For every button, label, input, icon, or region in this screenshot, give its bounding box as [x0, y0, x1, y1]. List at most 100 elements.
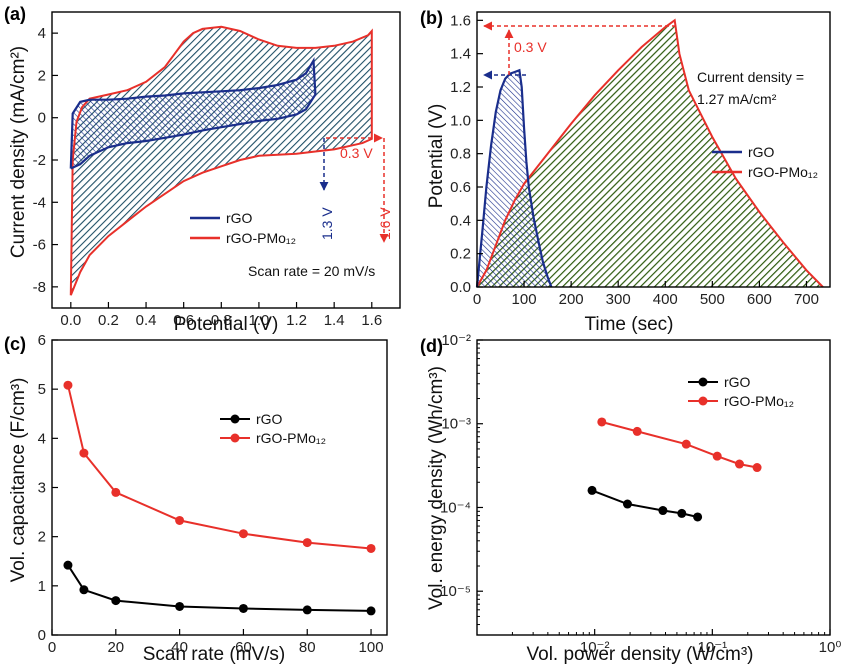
data-point	[658, 506, 668, 516]
x-tick-label: 100	[359, 639, 384, 656]
x-tick-label: 10⁻¹	[698, 639, 728, 656]
data-point	[63, 380, 73, 390]
rgo-gcd-curve	[475, 68, 553, 288]
y-tick-label: 4	[38, 430, 46, 447]
panel-d-frame	[476, 339, 831, 636]
data-point	[79, 585, 89, 595]
legend-c-pmo: rGO-PMo₁₂	[256, 430, 326, 446]
panel-d-xlabel: Vol. power density (W/cm³)	[527, 644, 754, 665]
y-tick-label: 1.0	[450, 112, 471, 129]
data-point	[712, 451, 722, 461]
y-tick-label: 5	[38, 381, 46, 398]
x-tick-label: 0	[48, 639, 56, 656]
x-tick-label: 500	[700, 291, 725, 308]
y-tick-label: 10⁻⁵	[440, 583, 471, 600]
data-point	[622, 499, 632, 509]
y-tick-label: 2	[38, 67, 46, 84]
data-point	[302, 538, 312, 548]
y-tick-label: 0.8	[450, 146, 471, 163]
x-tick-label: 40	[171, 639, 188, 656]
y-tick-label: -2	[33, 152, 46, 169]
x-tick-label: 1.4	[324, 312, 345, 329]
annot-b-0p3v: 0.3 V	[514, 39, 547, 55]
panel-a-ylabel: Current density (mA/cm²)	[8, 46, 29, 258]
annot-scan-rate: Scan rate = 20 mV/s	[248, 263, 375, 279]
data-point	[677, 508, 687, 518]
y-tick-label: 10⁻³	[441, 416, 471, 433]
legend-b: rGO rGO-PMo₁₂	[712, 144, 818, 180]
pmo-ragone-line	[601, 421, 758, 469]
x-tick-label: 1.2	[286, 312, 307, 329]
y-tick-label: 10⁻²	[441, 332, 471, 349]
data-point	[63, 560, 73, 570]
y-tick-label: -8	[33, 279, 46, 296]
data-point	[681, 439, 691, 449]
data-point	[302, 605, 312, 615]
x-tick-label: 60	[235, 639, 252, 656]
legend-d-pmo: rGO-PMo₁₂	[724, 393, 794, 409]
panel-d-ylabel: Vol. energy density (Wh/cm³)	[426, 366, 447, 610]
y-tick-label: 4	[38, 25, 46, 42]
legend-b-rgo: rGO	[748, 144, 775, 160]
legend-a-pmo: rGO-PMo₁₂	[226, 230, 296, 246]
legend-a: rGO rGO-PMo₁₂	[190, 210, 296, 246]
panel-c-label: (c)	[4, 334, 26, 354]
panel-d-label: (d)	[420, 336, 443, 356]
x-tick-label: 80	[299, 639, 316, 656]
rgo-gcd-fill	[477, 70, 552, 287]
panel-d: (d) rGO rGO-PMo₁₂ 10⁻² 10⁻¹ 10⁰ 10⁻⁵ 10⁻⁴ 10⁻…	[420, 332, 841, 665]
panel-a: (a) 0.3 V 1.3 V 1.6 V Scan rate = 20 mV/…	[4, 4, 401, 335]
y-tick-label: 3	[38, 480, 46, 497]
panel-b-xlabel: Time (sec)	[584, 314, 673, 335]
legend-c-rgo: rGO	[256, 411, 283, 427]
panel-b-label: (b)	[420, 8, 443, 28]
pmo-capacitance-line	[67, 384, 372, 550]
panel-b-ylabel: Potential (V)	[426, 104, 447, 209]
annot-1p3v: 1.3 V	[319, 207, 335, 240]
x-tick-label: 0.6	[173, 312, 194, 329]
y-tick-label: 1.4	[450, 46, 471, 63]
legend-d-rgo: rGO	[724, 374, 751, 390]
panel-a-label: (a)	[4, 4, 26, 24]
panel-b: (b) 0.3 V Current density = 1.27 mA/cm² …	[420, 8, 831, 335]
x-tick-label: 700	[794, 291, 819, 308]
data-point	[693, 512, 703, 522]
pmo-cv-curve	[69, 25, 373, 296]
x-tick-label: 400	[653, 291, 678, 308]
pmo-cv-fill	[70, 26, 372, 296]
legend-c: rGO rGO-PMo₁₂	[220, 411, 326, 446]
x-tick-label: 20	[107, 639, 124, 656]
x-tick-label: 10⁻²	[580, 639, 610, 656]
x-tick-label: 100	[512, 291, 537, 308]
x-tick-label: 0.2	[98, 312, 119, 329]
y-tick-label: 0.2	[450, 246, 471, 263]
data-point	[366, 606, 376, 616]
y-tick-label: 1.2	[450, 79, 471, 96]
panel-a-xlabel: Potential (V)	[174, 314, 279, 335]
panel-c: (c) rGO rGO-PMo₁₂ 0 20 40 60 80 100 0 1 2 3 4 5 6 Sc…	[4, 332, 388, 665]
y-tick-label: 2	[38, 529, 46, 546]
pmo-gcd-fill	[477, 20, 823, 288]
annot-0p3v: 0.3 V	[340, 145, 373, 161]
y-tick-label: 0	[38, 110, 46, 127]
y-tick-label: 6	[38, 332, 46, 349]
legend-d: rGO rGO-PMo₁₂	[688, 374, 794, 409]
pmo-gcd-curve	[476, 18, 824, 288]
x-tick-label: 200	[559, 291, 584, 308]
data-point	[79, 448, 89, 458]
y-tick-label: 0.0	[450, 279, 471, 296]
x-tick-label: 300	[606, 291, 631, 308]
y-tick-label: 0	[38, 627, 46, 644]
annot-current-density: Current density =	[697, 69, 804, 85]
legend-c-rgo-marker	[230, 414, 240, 424]
legend-c-pmo-marker	[230, 433, 240, 443]
y-tick-label: 1	[38, 578, 46, 595]
data-point	[238, 603, 248, 613]
x-tick-label: 0.8	[211, 312, 232, 329]
data-point	[587, 485, 597, 495]
data-point	[597, 417, 607, 427]
y-tick-label: 1.6	[450, 12, 471, 29]
data-point	[111, 487, 121, 497]
legend-b-pmo: rGO-PMo₁₂	[748, 164, 818, 180]
